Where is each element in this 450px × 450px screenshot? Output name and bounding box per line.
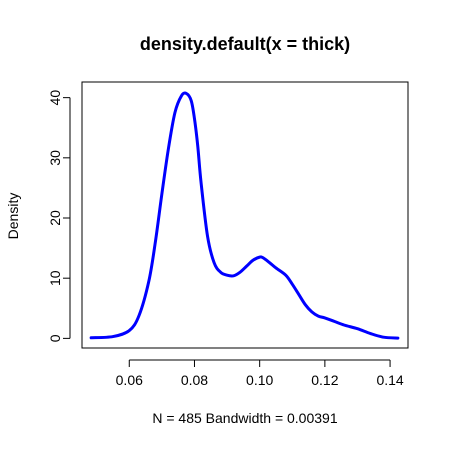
y-tick-label: 10	[47, 270, 63, 286]
series-layer	[91, 93, 398, 338]
density-line	[91, 93, 398, 338]
x-axis-label: N = 485 Bandwidth = 0.00391	[152, 410, 337, 426]
x-tick-label: 0.06	[116, 372, 143, 388]
y-tick-label: 0	[47, 334, 63, 342]
x-tick-label: 0.10	[246, 372, 273, 388]
y-tick-label: 20	[47, 210, 63, 226]
y-tick-label: 40	[47, 90, 63, 106]
y-axis-label: Density	[5, 193, 21, 240]
plot-frame	[82, 82, 408, 348]
x-tick-label: 0.14	[376, 372, 403, 388]
x-tick-label: 0.12	[311, 372, 338, 388]
x-tick-label: 0.08	[181, 372, 208, 388]
chart-title: density.default(x = thick)	[140, 34, 350, 54]
y-tick-label: 30	[47, 150, 63, 166]
axes-layer: 0.06 0.08 0.10 0.12 0.14 0 10 20 30 40	[47, 90, 404, 388]
